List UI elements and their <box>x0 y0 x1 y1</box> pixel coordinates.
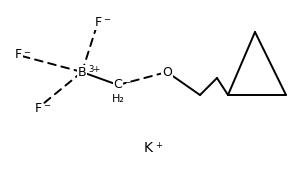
Text: C: C <box>114 79 122 92</box>
Text: −: − <box>123 78 130 87</box>
Text: F: F <box>94 16 102 29</box>
Text: O: O <box>162 65 172 79</box>
Text: F: F <box>14 48 22 61</box>
Text: 3+: 3+ <box>88 65 100 74</box>
Text: B: B <box>78 65 86 79</box>
Text: H₂: H₂ <box>112 94 124 104</box>
Text: −: − <box>103 15 110 24</box>
Text: −: − <box>23 48 30 57</box>
Text: F: F <box>34 102 42 114</box>
Text: +: + <box>155 141 162 150</box>
Text: −: − <box>43 101 50 110</box>
Text: K: K <box>143 141 152 155</box>
